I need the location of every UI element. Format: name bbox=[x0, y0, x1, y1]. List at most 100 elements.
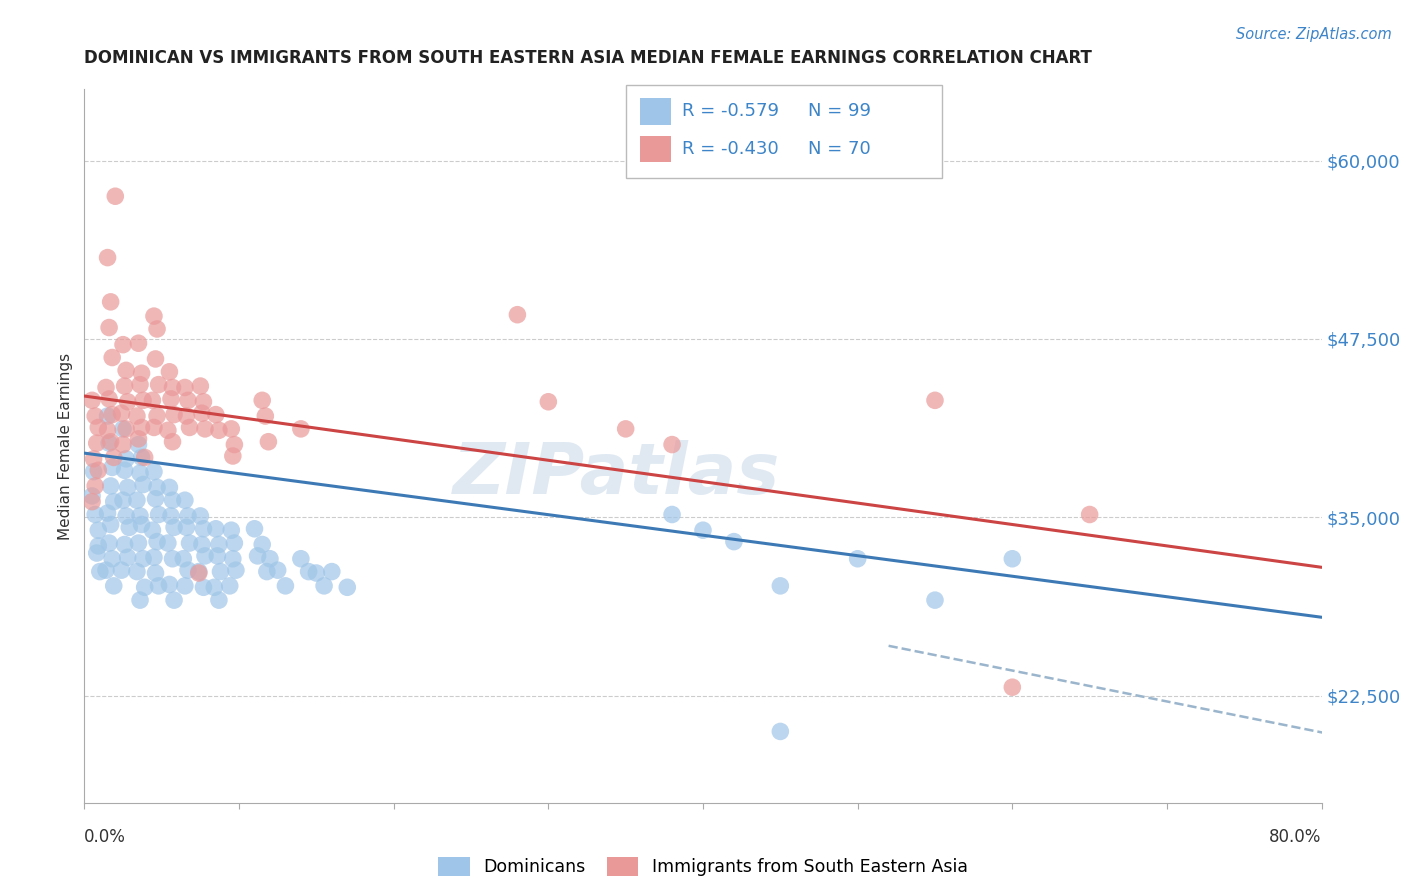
Point bbox=[118, 520, 141, 534]
Point bbox=[218, 579, 240, 593]
Point bbox=[112, 337, 135, 351]
Point bbox=[98, 436, 121, 450]
Point bbox=[163, 520, 186, 534]
Point bbox=[87, 420, 110, 434]
Point bbox=[176, 409, 198, 423]
Point bbox=[127, 536, 149, 550]
Point bbox=[160, 508, 183, 523]
Point bbox=[115, 451, 138, 466]
Point bbox=[208, 593, 231, 607]
Point bbox=[176, 520, 198, 534]
Point bbox=[163, 408, 186, 422]
Point bbox=[117, 480, 139, 494]
Point bbox=[132, 393, 155, 408]
Point bbox=[194, 549, 217, 563]
Point bbox=[127, 336, 149, 351]
Point bbox=[146, 409, 169, 423]
Point bbox=[305, 566, 328, 580]
Point bbox=[146, 322, 169, 336]
Point bbox=[163, 593, 186, 607]
Point bbox=[148, 579, 170, 593]
Point bbox=[274, 579, 297, 593]
Point bbox=[290, 551, 312, 566]
Point bbox=[84, 508, 107, 522]
Point bbox=[290, 422, 312, 436]
Point bbox=[141, 393, 163, 408]
Point bbox=[143, 309, 166, 323]
Point bbox=[131, 420, 153, 434]
Point bbox=[246, 549, 269, 563]
Text: DOMINICAN VS IMMIGRANTS FROM SOUTH EASTERN ASIA MEDIAN FEMALE EARNINGS CORRELATI: DOMINICAN VS IMMIGRANTS FROM SOUTH EASTE… bbox=[84, 49, 1092, 67]
Point bbox=[174, 380, 197, 394]
Point bbox=[924, 393, 946, 408]
Point bbox=[188, 379, 211, 393]
Point bbox=[769, 724, 792, 739]
Point bbox=[94, 380, 117, 394]
Point bbox=[148, 377, 170, 392]
Point bbox=[115, 363, 138, 377]
Point bbox=[162, 551, 184, 566]
Point bbox=[1001, 680, 1024, 694]
Point bbox=[96, 423, 118, 437]
Point bbox=[219, 523, 242, 537]
Point bbox=[207, 549, 229, 563]
Point bbox=[846, 551, 869, 566]
Legend: Dominicans, Immigrants from South Eastern Asia: Dominicans, Immigrants from South Easter… bbox=[439, 857, 967, 876]
Point bbox=[225, 563, 247, 577]
Point bbox=[143, 550, 166, 565]
Point bbox=[115, 508, 138, 523]
Point bbox=[143, 420, 166, 434]
Point bbox=[96, 506, 118, 520]
Point bbox=[537, 394, 560, 409]
Point bbox=[146, 534, 169, 549]
Point bbox=[191, 537, 214, 551]
Point bbox=[117, 550, 139, 565]
Point bbox=[125, 565, 148, 579]
Point bbox=[132, 551, 155, 566]
Point bbox=[162, 493, 184, 508]
Point bbox=[222, 449, 245, 463]
Point bbox=[114, 537, 136, 551]
Point bbox=[83, 451, 105, 466]
Point bbox=[101, 351, 124, 365]
Point bbox=[208, 537, 231, 551]
Point bbox=[131, 450, 153, 465]
Point bbox=[224, 437, 246, 451]
Point bbox=[131, 517, 153, 532]
Point bbox=[129, 593, 152, 607]
Point bbox=[115, 422, 138, 436]
Point bbox=[103, 579, 125, 593]
Point bbox=[661, 437, 683, 451]
Point bbox=[100, 434, 122, 449]
Point bbox=[159, 480, 180, 494]
Point bbox=[117, 394, 139, 409]
Point bbox=[84, 479, 107, 493]
Point bbox=[101, 551, 124, 566]
Point bbox=[187, 565, 209, 579]
Point bbox=[104, 189, 127, 203]
Point bbox=[98, 536, 121, 550]
Point bbox=[257, 434, 280, 449]
Point bbox=[661, 508, 683, 522]
Text: 0.0%: 0.0% bbox=[84, 829, 127, 847]
Point bbox=[162, 434, 184, 449]
Point bbox=[193, 394, 215, 409]
Point bbox=[256, 565, 278, 579]
Point bbox=[1078, 508, 1101, 522]
Point bbox=[177, 393, 200, 408]
Point bbox=[101, 460, 124, 475]
Point bbox=[145, 351, 167, 366]
Y-axis label: Median Female Earnings: Median Female Earnings bbox=[58, 352, 73, 540]
Point bbox=[100, 517, 122, 532]
Point bbox=[224, 536, 246, 550]
Text: N = 99: N = 99 bbox=[808, 103, 872, 120]
Point bbox=[141, 523, 163, 537]
Point bbox=[193, 522, 215, 536]
Point bbox=[96, 251, 118, 265]
Point bbox=[250, 393, 273, 408]
Point bbox=[125, 409, 148, 423]
Point bbox=[101, 408, 124, 422]
Point bbox=[222, 551, 245, 566]
Point bbox=[179, 536, 201, 550]
Point bbox=[205, 408, 228, 422]
